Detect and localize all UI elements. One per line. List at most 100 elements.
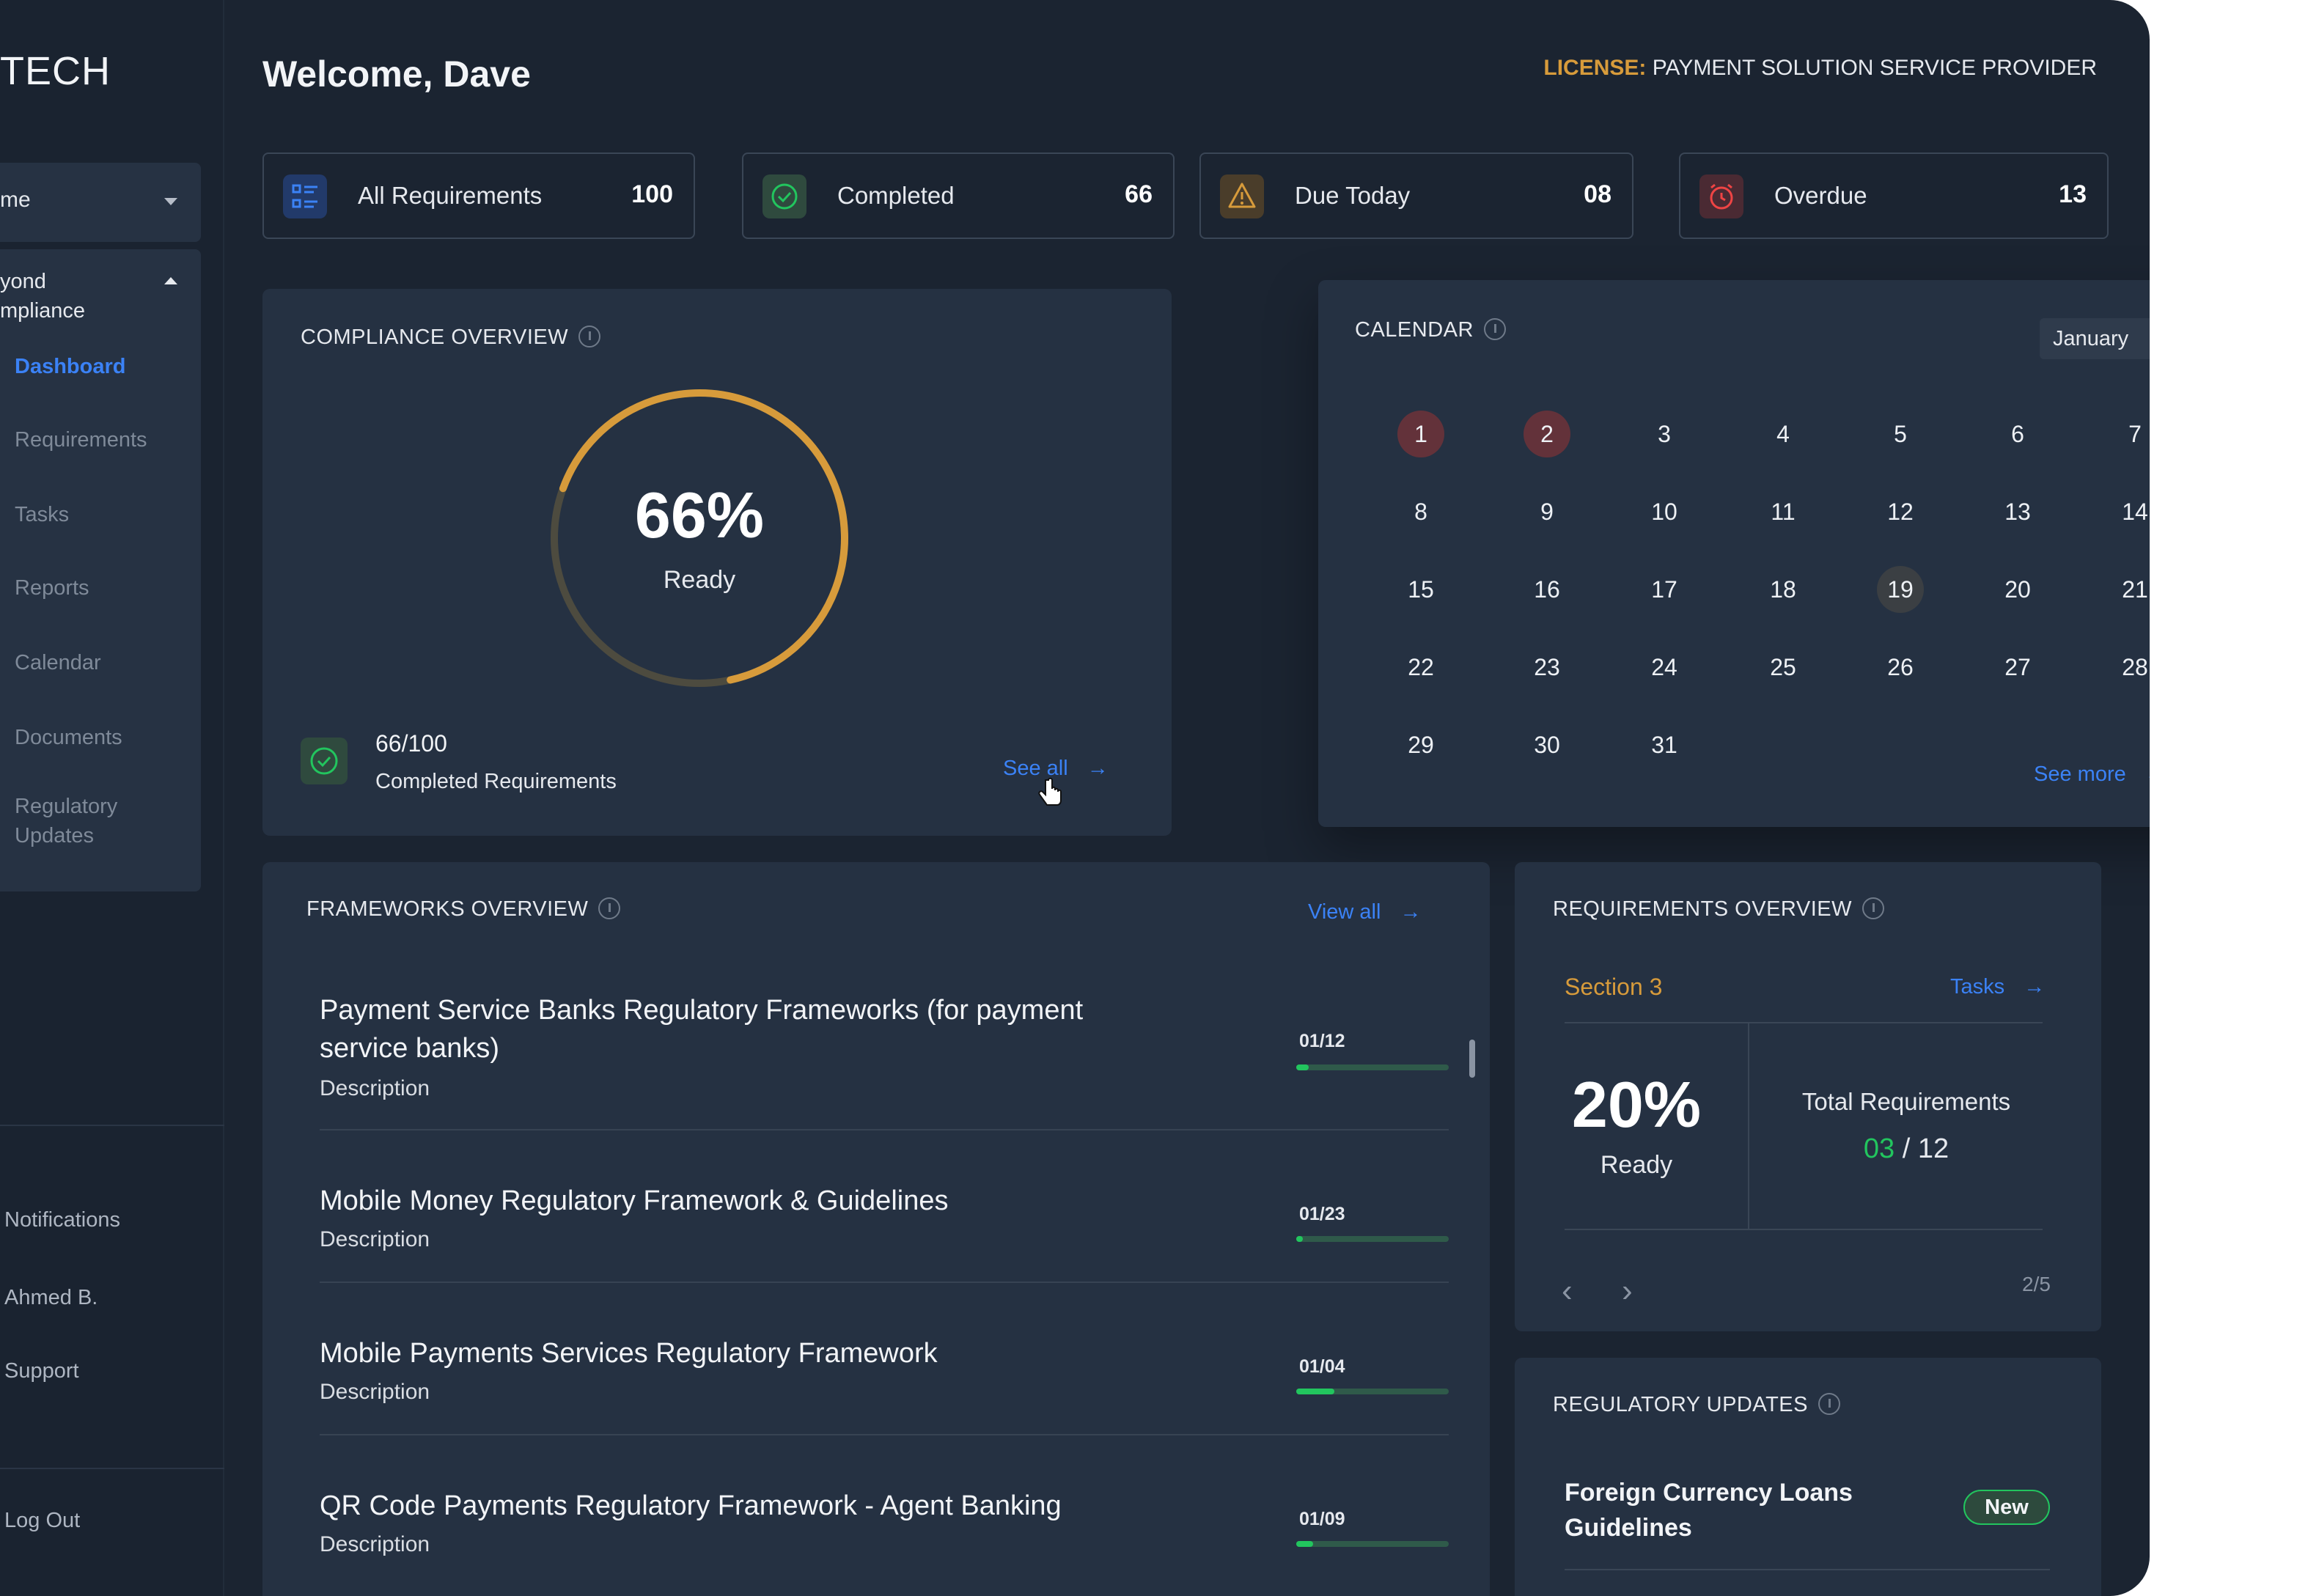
- stat-label: Due Today: [1295, 182, 1411, 209]
- compliance-percent: 66%: [634, 479, 765, 551]
- framework-row[interactable]: Mobile Payments Services Regulatory Fram…: [320, 1331, 1449, 1435]
- tasks-link[interactable]: Tasks →: [1950, 975, 2045, 999]
- calendar-day[interactable]: 30: [1534, 732, 1560, 758]
- requirements-overview-card: [1515, 862, 2101, 1331]
- compliance-ready-label: Ready: [663, 566, 736, 594]
- sidebar-divider: [0, 1468, 224, 1469]
- calendar-day[interactable]: 4: [1776, 421, 1790, 447]
- sidebar-item-requirements[interactable]: Requirements: [15, 428, 147, 452]
- chevron-left-icon[interactable]: ‹: [1562, 1273, 1573, 1309]
- scrollbar-thumb[interactable]: [1469, 1040, 1475, 1078]
- see-more-label: See more: [2034, 762, 2126, 786]
- framework-row[interactable]: Mobile Money Regulatory Framework & Guid…: [320, 1179, 1449, 1283]
- calendar-day[interactable]: 3: [1658, 421, 1671, 447]
- card-title-text: COMPLIANCE OVERVIEW: [301, 326, 569, 349]
- calendar-day[interactable]: 18: [1770, 576, 1796, 603]
- card-title-text: CALENDAR: [1355, 318, 1474, 342]
- calendar-day[interactable]: 27: [2004, 654, 2031, 680]
- stat-label: Overdue: [1774, 182, 1867, 209]
- page-title: Welcome, Dave: [262, 54, 531, 95]
- calendar-day[interactable]: 10: [1651, 499, 1677, 525]
- sidebar-divider: [0, 1125, 224, 1126]
- calendar-day[interactable]: 11: [1771, 499, 1796, 525]
- info-icon[interactable]: [578, 326, 601, 348]
- see-all-link[interactable]: See all →: [1003, 757, 1109, 781]
- stat-value: 100: [631, 180, 673, 208]
- calendar-day[interactable]: 5: [1894, 421, 1907, 447]
- tasks-label: Tasks: [1950, 975, 2005, 999]
- compliance-overview-title: COMPLIANCE OVERVIEW: [301, 326, 601, 350]
- calendar-day[interactable]: 7: [2128, 421, 2142, 447]
- arrow-right-icon: →: [2024, 975, 2046, 999]
- calendar-day[interactable]: 13: [2004, 499, 2031, 525]
- sidebar-item-tasks[interactable]: Tasks: [15, 503, 70, 526]
- info-icon[interactable]: [1862, 897, 1884, 920]
- app-window: TECH me yond mpliance Dashboard Requirem…: [0, 0, 2150, 1596]
- calendar-day[interactable]: 23: [1534, 654, 1560, 680]
- license-label: LICENSE:: [1543, 56, 1647, 80]
- completed-count: 66/100: [375, 730, 447, 757]
- framework-title: Payment Service Banks Regulatory Framewo…: [320, 995, 1084, 1064]
- stat-label: All Requirements: [358, 182, 543, 209]
- sidebar-item-regulatory-updates[interactable]: Regulatory Updates: [15, 795, 118, 847]
- calendar-day[interactable]: 1: [1397, 411, 1444, 457]
- stat-all-requirements[interactable]: All Requirements 100: [262, 152, 695, 239]
- framework-row[interactable]: Payment Service Banks Regulatory Framewo…: [320, 990, 1449, 1130]
- regulatory-update-title[interactable]: Foreign Currency Loans Guidelines: [1565, 1479, 1853, 1542]
- requirements-separator: /: [1902, 1133, 1911, 1164]
- calendar-day[interactable]: 8: [1414, 499, 1427, 525]
- arrow-right-icon: →: [2145, 762, 2150, 786]
- calendar-card: [1318, 280, 2150, 827]
- view-all-link[interactable]: View all →: [1308, 900, 1421, 924]
- license-info: LICENSE: PAYMENT SOLUTION SERVICE PROVID…: [1543, 56, 2097, 81]
- calendar-day[interactable]: 16: [1534, 576, 1560, 603]
- info-icon[interactable]: [1483, 318, 1506, 341]
- sidebar-item-calendar[interactable]: Calendar: [15, 651, 101, 674]
- calendar-day[interactable]: 15: [1408, 576, 1434, 603]
- see-more-link[interactable]: See more →: [2034, 762, 2150, 787]
- month-select[interactable]: January: [2040, 318, 2150, 359]
- calendar-day[interactable]: 21: [2122, 576, 2148, 603]
- chevron-right-icon[interactable]: ›: [1622, 1273, 1633, 1309]
- calendar-day[interactable]: 25: [1770, 654, 1796, 680]
- regulatory-updates-card: [1515, 1358, 2101, 1596]
- framework-row[interactable]: QR Code Payments Regulatory Framework - …: [320, 1484, 1449, 1588]
- calendar-day[interactable]: 28: [2122, 654, 2148, 680]
- info-icon[interactable]: [598, 897, 621, 920]
- stat-due-today[interactable]: Due Today 08: [1199, 152, 1633, 239]
- calendar-day[interactable]: 19: [1877, 566, 1924, 613]
- workspace-select[interactable]: me: [0, 163, 201, 242]
- calendar-day[interactable]: 6: [2011, 421, 2024, 447]
- calendar-day[interactable]: 9: [1540, 499, 1554, 525]
- framework-count: 01/23: [1299, 1204, 1345, 1224]
- compliance-overview-card: [262, 289, 1172, 836]
- sidebar-item-dashboard[interactable]: Dashboard: [15, 355, 126, 378]
- sidebar-item-documents[interactable]: Documents: [15, 726, 122, 749]
- calendar-day[interactable]: 14: [2122, 499, 2148, 525]
- sidebar-item-notifications[interactable]: Notifications: [4, 1208, 120, 1232]
- sidebar-item-reports[interactable]: Reports: [15, 576, 89, 600]
- calendar-day[interactable]: 12: [1887, 499, 1914, 525]
- sidebar-group-title[interactable]: yond mpliance: [0, 270, 86, 323]
- stat-value: 08: [1584, 180, 1611, 208]
- stat-overdue[interactable]: Overdue 13: [1679, 152, 2109, 239]
- sidebar-item-support[interactable]: Support: [4, 1359, 79, 1383]
- calendar-day[interactable]: 17: [1651, 576, 1677, 603]
- info-icon[interactable]: [1818, 1393, 1840, 1416]
- requirements-percent: 20%: [1571, 1068, 1702, 1141]
- calendar-day[interactable]: 2: [1524, 411, 1570, 457]
- requirements-total: 12: [1917, 1133, 1949, 1164]
- calendar-day[interactable]: 29: [1408, 732, 1434, 758]
- logout-button[interactable]: Log Out: [4, 1509, 81, 1532]
- regulatory-updates-title: REGULATORY UPDATES: [1553, 1393, 1840, 1417]
- chevron-up-icon[interactable]: [164, 277, 177, 284]
- calendar-day[interactable]: 24: [1651, 654, 1677, 680]
- calendar-day[interactable]: 20: [2004, 576, 2031, 603]
- sidebar: TECH me yond mpliance Dashboard Requirem…: [0, 0, 224, 1596]
- sidebar-item-profile[interactable]: Ahmed B.: [4, 1286, 98, 1309]
- calendar-day[interactable]: 22: [1408, 654, 1434, 680]
- calendar-day[interactable]: 26: [1887, 654, 1914, 680]
- framework-count: 01/09: [1299, 1509, 1345, 1529]
- stat-completed[interactable]: Completed 66: [742, 152, 1175, 239]
- calendar-day[interactable]: 31: [1651, 732, 1677, 758]
